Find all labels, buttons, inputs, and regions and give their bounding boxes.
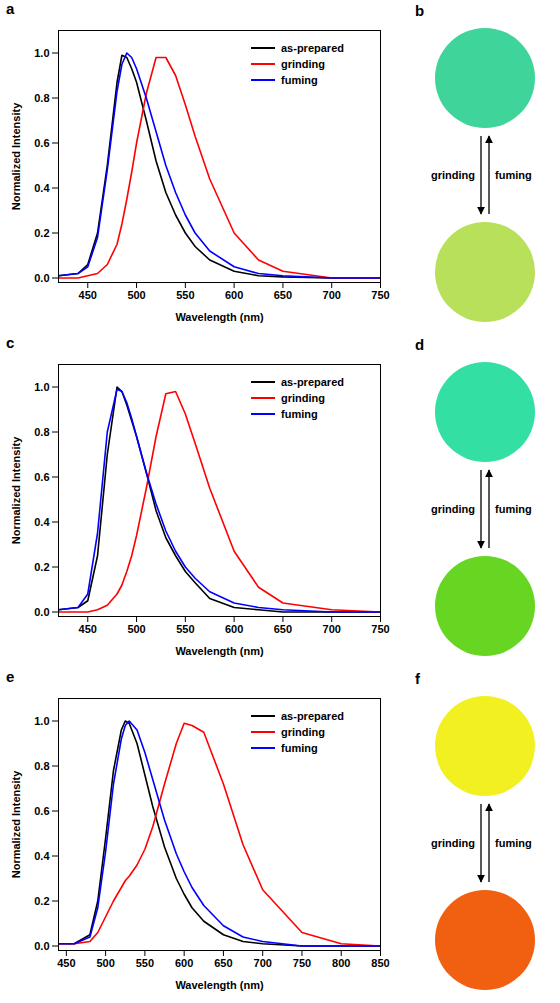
html-text:fuming: fuming bbox=[281, 742, 318, 754]
svg-text:600: 600 bbox=[175, 957, 193, 969]
svg-text:650: 650 bbox=[274, 623, 292, 635]
svg-text:b: b bbox=[415, 2, 424, 19]
svg-text:1.0: 1.0 bbox=[34, 47, 49, 59]
svg-text:Normalized Intensity: Normalized Intensity bbox=[10, 102, 22, 210]
svg-text:700: 700 bbox=[323, 289, 341, 301]
svg-text:550: 550 bbox=[136, 957, 154, 969]
svg-text:800: 800 bbox=[332, 957, 350, 969]
html-text:as-prepared: as-prepared bbox=[281, 376, 344, 388]
svg-text:Wavelength (nm): Wavelength (nm) bbox=[175, 645, 264, 657]
svg-text:0.4: 0.4 bbox=[34, 850, 50, 862]
svg-text:Normalized Intensity: Normalized Intensity bbox=[10, 436, 22, 544]
svg-text:550: 550 bbox=[176, 623, 194, 635]
svg-text:750: 750 bbox=[293, 957, 311, 969]
svg-text:600: 600 bbox=[225, 289, 243, 301]
svg-text:1.0: 1.0 bbox=[34, 381, 49, 393]
svg-text:f: f bbox=[415, 670, 421, 687]
svg-text:650: 650 bbox=[274, 289, 292, 301]
svg-text:fuming: fuming bbox=[495, 169, 532, 181]
svg-text:700: 700 bbox=[254, 957, 272, 969]
svg-text:0.8: 0.8 bbox=[34, 92, 49, 104]
svg-text:500: 500 bbox=[96, 957, 114, 969]
html-text:fuming: fuming bbox=[281, 74, 318, 86]
svg-text:fuming: fuming bbox=[495, 837, 532, 849]
svg-text:500: 500 bbox=[127, 623, 145, 635]
svg-text:0.6: 0.6 bbox=[34, 137, 49, 149]
svg-text:fuming: fuming bbox=[495, 503, 532, 515]
html-text:c: c bbox=[6, 334, 15, 351]
svg-text:Normalized Intensity: Normalized Intensity bbox=[10, 770, 22, 878]
svg-text:Wavelength (nm): Wavelength (nm) bbox=[175, 311, 264, 323]
svg-text:500: 500 bbox=[127, 289, 145, 301]
svg-text:0.0: 0.0 bbox=[34, 272, 49, 284]
html-text:e: e bbox=[6, 668, 15, 685]
html-text:grinding: grinding bbox=[281, 726, 325, 738]
svg-text:0.8: 0.8 bbox=[34, 426, 49, 438]
svg-text:grinding: grinding bbox=[431, 503, 475, 515]
svg-text:0.4: 0.4 bbox=[34, 516, 50, 528]
html-text:fuming: fuming bbox=[281, 408, 318, 420]
html-text:as-prepared: as-prepared bbox=[281, 42, 344, 54]
svg-text:0.2: 0.2 bbox=[34, 895, 49, 907]
svg-text:650: 650 bbox=[214, 957, 232, 969]
svg-text:600: 600 bbox=[225, 623, 243, 635]
svg-text:d: d bbox=[415, 336, 424, 353]
svg-text:0.6: 0.6 bbox=[34, 471, 49, 483]
svg-text:0.8: 0.8 bbox=[34, 760, 49, 772]
svg-text:grinding: grinding bbox=[431, 837, 475, 849]
html-text:grinding: grinding bbox=[281, 392, 325, 404]
html-text:as-prepared: as-prepared bbox=[281, 710, 344, 722]
svg-text:750: 750 bbox=[371, 623, 389, 635]
svg-text:grinding: grinding bbox=[431, 169, 475, 181]
svg-text:450: 450 bbox=[57, 957, 75, 969]
svg-text:Wavelength (nm): Wavelength (nm) bbox=[175, 979, 264, 991]
svg-text:450: 450 bbox=[79, 289, 97, 301]
html-text:a: a bbox=[6, 0, 15, 17]
svg-text:0.2: 0.2 bbox=[34, 561, 49, 573]
svg-text:0.6: 0.6 bbox=[34, 805, 49, 817]
svg-text:700: 700 bbox=[323, 623, 341, 635]
html-text:grinding: grinding bbox=[281, 58, 325, 70]
svg-text:450: 450 bbox=[79, 623, 97, 635]
svg-text:0.2: 0.2 bbox=[34, 227, 49, 239]
svg-text:750: 750 bbox=[371, 289, 389, 301]
svg-text:0.0: 0.0 bbox=[34, 606, 49, 618]
svg-text:550: 550 bbox=[176, 289, 194, 301]
svg-text:0.0: 0.0 bbox=[34, 940, 49, 952]
svg-text:0.4: 0.4 bbox=[34, 182, 50, 194]
svg-text:850: 850 bbox=[371, 957, 389, 969]
svg-text:1.0: 1.0 bbox=[34, 715, 49, 727]
